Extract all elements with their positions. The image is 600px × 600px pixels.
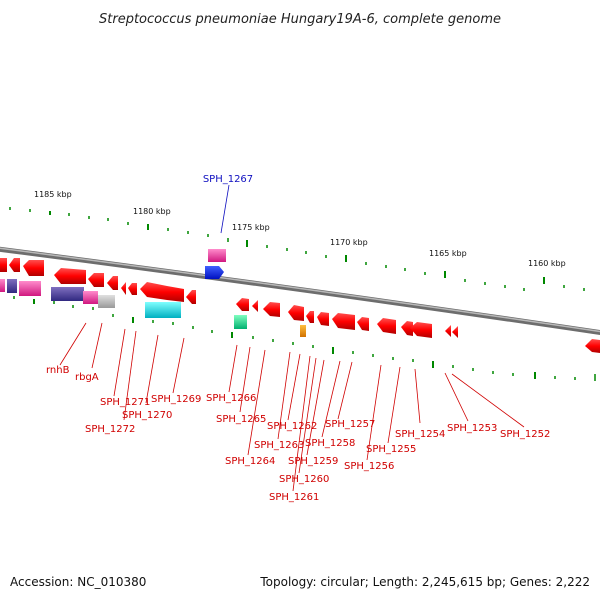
feature-box-pink[interactable]	[83, 291, 98, 304]
scale-label-1165: 1165 kbp	[429, 249, 467, 258]
scale-label-1185: 1185 kbp	[34, 190, 72, 199]
gene-label-sph1272[interactable]: SPH_1272	[85, 424, 135, 435]
genome-backbone-highlight	[0, 247, 600, 333]
gene-arrow[interactable]	[140, 282, 184, 302]
feature-box-pink[interactable]	[19, 281, 41, 296]
gene-arrow[interactable]	[0, 258, 7, 272]
gene-label-rnhb[interactable]: rnhB	[46, 365, 70, 376]
gene-arrow[interactable]	[401, 321, 413, 336]
gene-label-sph1261[interactable]: SPH_1261	[269, 492, 319, 503]
feature-box-pink[interactable]	[0, 279, 5, 292]
scale-ticks-inner	[13, 296, 596, 381]
gene-label-sph1254[interactable]: SPH_1254	[395, 429, 445, 440]
genome-summary-text: Topology: circular; Length: 2,245,615 bp…	[259, 575, 590, 589]
gene-arrow[interactable]	[357, 317, 369, 331]
gene-arrow[interactable]	[9, 258, 20, 272]
label-leader-line-blue	[220, 184, 230, 234]
label-leader-lines	[59, 322, 525, 492]
gene-arrow[interactable]	[410, 322, 432, 338]
gene-arrow[interactable]	[128, 283, 137, 295]
gene-label-sph1264[interactable]: SPH_1264	[225, 456, 275, 467]
gene-label-sph1252[interactable]: SPH_1252	[500, 429, 550, 440]
gene-arrow[interactable]	[121, 282, 126, 295]
scale-label-1180: 1180 kbp	[133, 207, 171, 216]
gene-arrow[interactable]	[306, 311, 314, 323]
gene-label-rbga[interactable]: rbgA	[75, 372, 99, 383]
gene-arrow[interactable]	[288, 305, 304, 321]
gene-arrow[interactable]	[107, 276, 118, 290]
gene-label-sph1262[interactable]: SPH_1262	[267, 421, 317, 432]
gene-arrow[interactable]	[54, 268, 86, 284]
gene-label-sph1270[interactable]: SPH_1270	[122, 410, 172, 421]
scale-label-1160: 1160 kbp	[528, 259, 566, 268]
gene-arrow[interactable]	[88, 273, 104, 287]
feature-box-cyan[interactable]	[145, 302, 181, 318]
scale-label-1170: 1170 kbp	[330, 238, 368, 247]
gene-label-sph1266[interactable]: SPH_1266	[206, 393, 256, 404]
gene-label-sph1269[interactable]: SPH_1269	[151, 394, 201, 405]
feature-boxes	[0, 279, 306, 337]
gene-arrow[interactable]	[236, 298, 249, 311]
forward-strand-genes	[205, 249, 226, 279]
feature-box-green[interactable]	[234, 315, 247, 329]
gene-arrow[interactable]	[317, 312, 329, 326]
gene-label-sph1256[interactable]: SPH_1256	[344, 461, 394, 472]
gene-label-sph1267[interactable]: SPH_1267	[203, 174, 253, 185]
gene-arrow[interactable]	[263, 302, 280, 317]
feature-box-gray[interactable]	[98, 295, 115, 308]
gene-label-sph1259[interactable]: SPH_1259	[288, 456, 338, 467]
gene-arrow[interactable]	[452, 326, 458, 338]
gene-label-sph1265[interactable]: SPH_1265	[216, 414, 266, 425]
reverse-strand-genes	[0, 258, 600, 353]
gene-label-sph1255[interactable]: SPH_1255	[366, 444, 416, 455]
gene-arrow[interactable]	[332, 313, 355, 330]
genome-backbone	[0, 246, 600, 336]
gene-label-sph1260[interactable]: SPH_1260	[279, 474, 329, 485]
scale-ticks-outer	[9, 207, 585, 291]
feature-box-purple[interactable]	[51, 287, 84, 301]
feature-box-purple[interactable]	[7, 279, 17, 293]
gene-arrow[interactable]	[186, 290, 196, 304]
accession-text: Accession: NC_010380	[10, 575, 146, 589]
map-title: Streptococcus pneumoniae Hungary19A-6, c…	[99, 12, 501, 27]
gene-sph1267-pink[interactable]	[208, 249, 226, 262]
gene-label-sph1258[interactable]: SPH_1258	[305, 438, 355, 449]
gene-label-sph1253[interactable]: SPH_1253	[447, 423, 497, 434]
scale-label-1175: 1175 kbp	[232, 223, 270, 232]
gene-arrow[interactable]	[377, 318, 396, 334]
gene-label-sph1271[interactable]: SPH_1271	[100, 397, 150, 408]
gene-label-sph1257[interactable]: SPH_1257	[325, 419, 375, 430]
gene-arrow[interactable]	[252, 300, 258, 312]
gene-arrow[interactable]	[445, 325, 451, 337]
feature-box-orange[interactable]	[300, 325, 306, 337]
gene-arrow[interactable]	[23, 260, 44, 276]
gene-label-sph1263[interactable]: SPH_1263	[254, 440, 304, 451]
gene-arrow[interactable]	[585, 339, 600, 353]
gene-sph1267-arrow[interactable]	[205, 266, 224, 279]
